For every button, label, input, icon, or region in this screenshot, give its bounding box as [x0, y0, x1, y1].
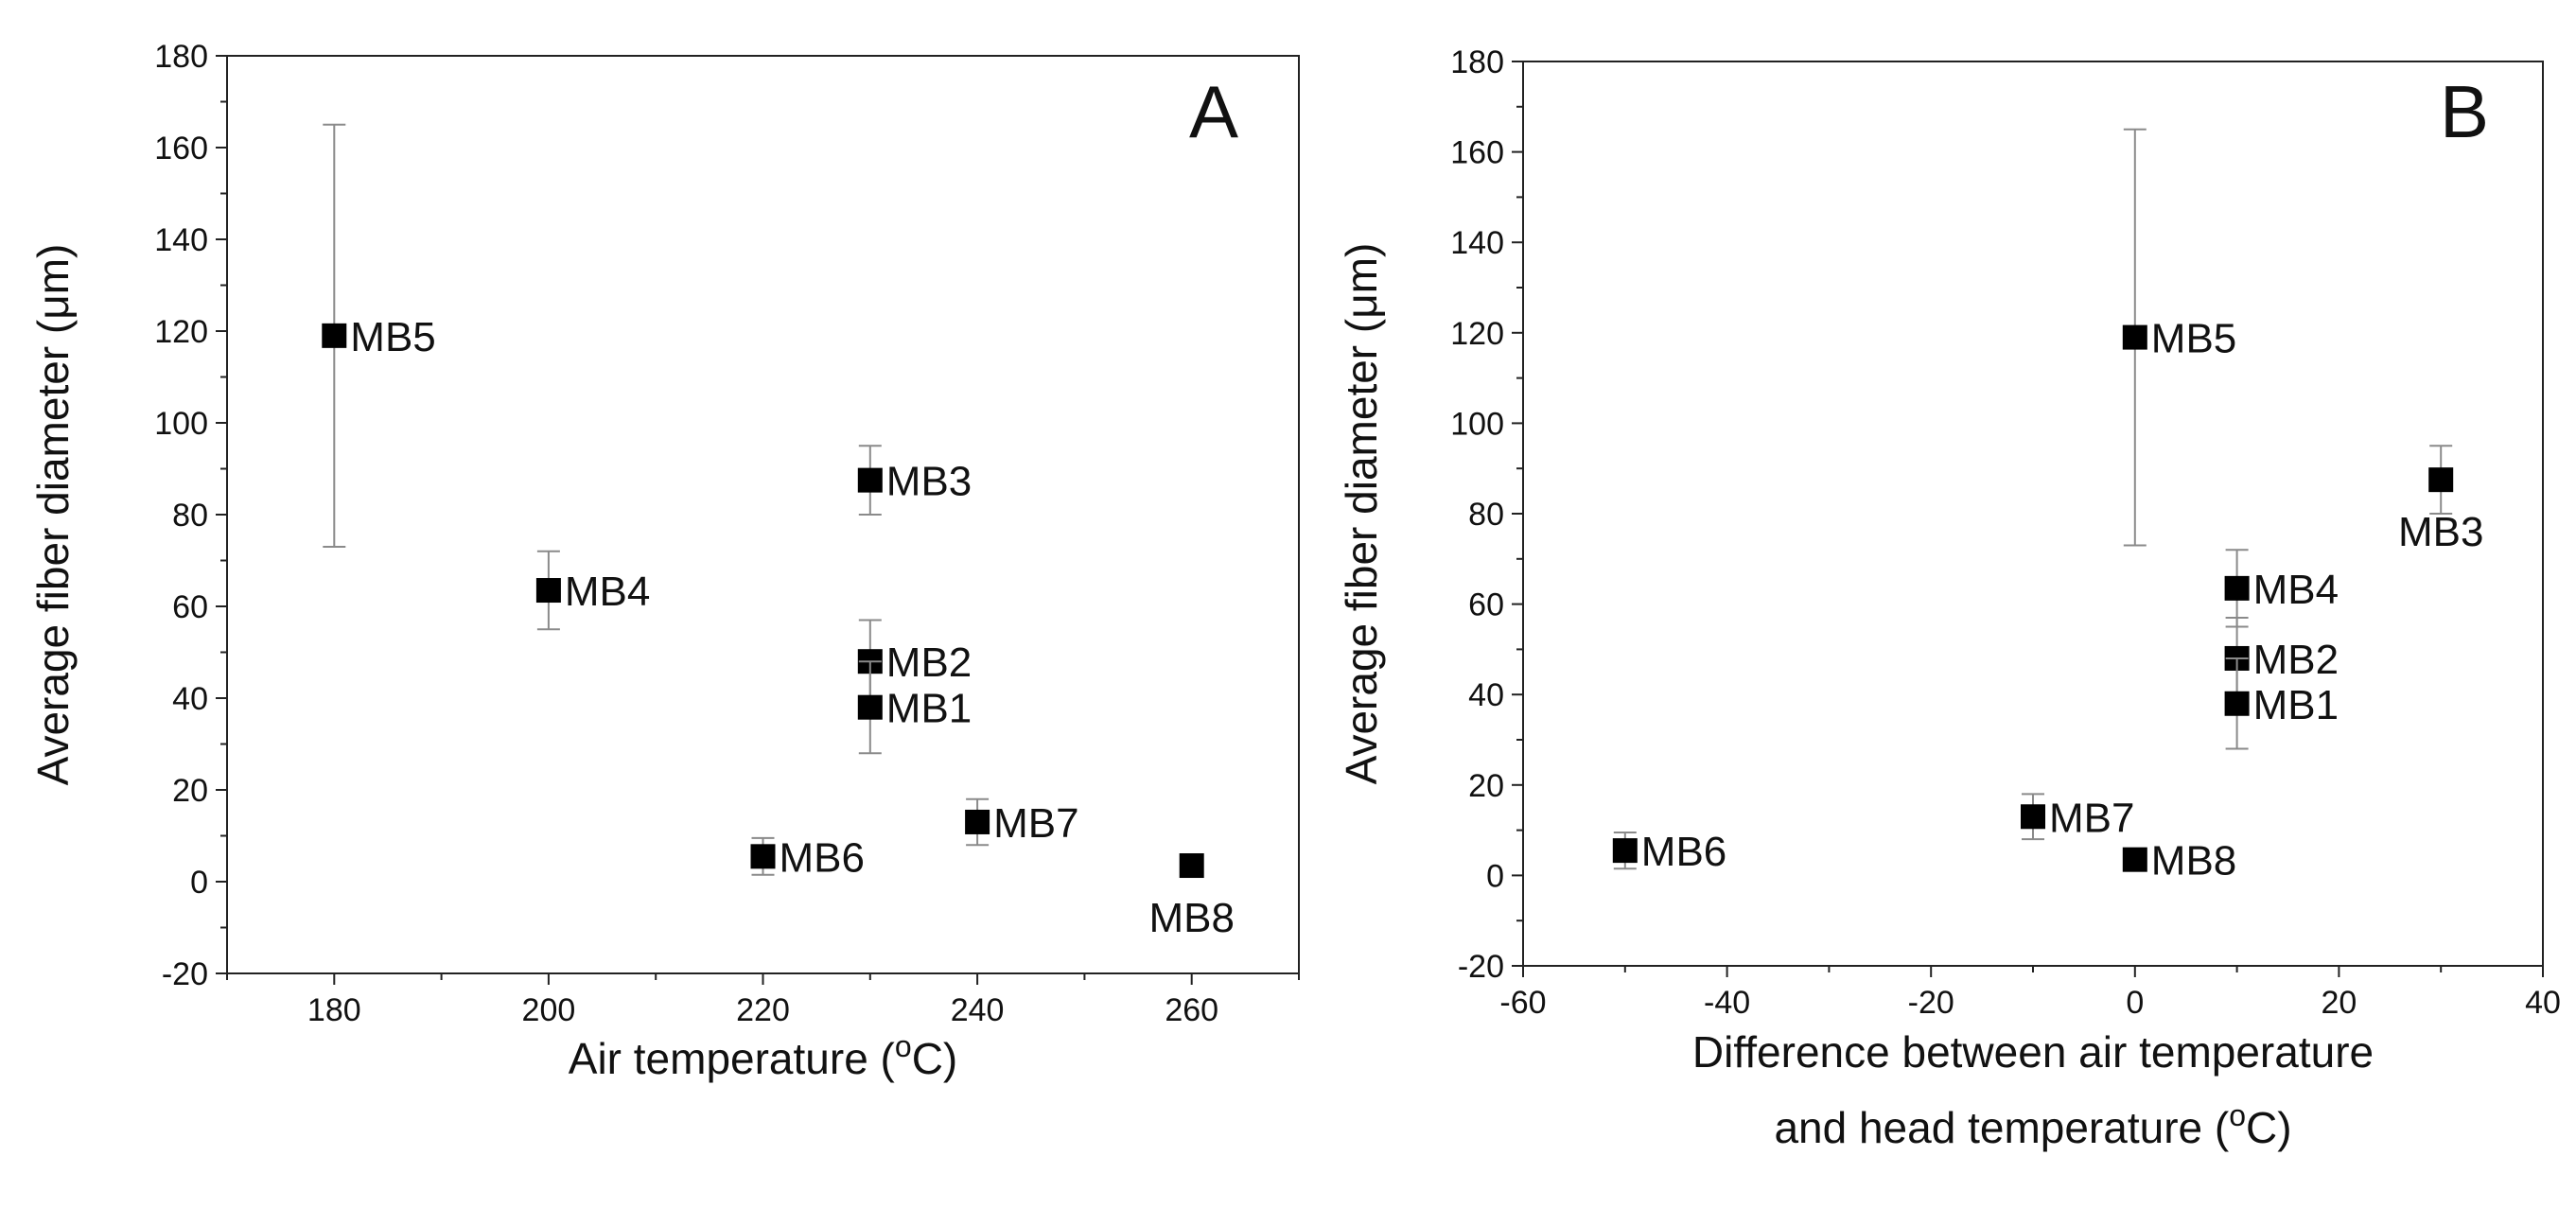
y-tick-label: 160 — [154, 131, 208, 166]
x-tick-label: 40 — [2525, 985, 2561, 1021]
point-label: MB8 — [2151, 838, 2236, 884]
point-marker — [2428, 467, 2454, 493]
y-tick-label: -20 — [1458, 949, 1504, 985]
y-tick-label: 60 — [172, 589, 208, 625]
y-tick-label: 180 — [1450, 44, 1504, 80]
point-marker — [2021, 804, 2045, 830]
x-axis-label-line1: Difference between air temperature — [1692, 1027, 2374, 1077]
x-axis-label-text: Air temperature ( — [569, 1034, 896, 1083]
data-point-mb6: MB6 — [1612, 829, 1726, 875]
data-point-mb3: MB3 — [2398, 445, 2483, 555]
data-point-mb1: MB1 — [2224, 657, 2339, 750]
y-tick-label: 20 — [172, 773, 208, 809]
point-marker — [2224, 575, 2250, 601]
data-point-mb4: MB4 — [535, 550, 650, 631]
y-tick-label: 120 — [1450, 316, 1504, 352]
x-tick-label: 260 — [1165, 992, 1218, 1028]
point-label: MB6 — [1641, 829, 1726, 875]
point-label: MB4 — [2253, 567, 2339, 613]
y-tick-label: 0 — [190, 865, 208, 901]
x-tick-label: -60 — [1499, 985, 1546, 1021]
data-point-mb7: MB7 — [2021, 793, 2134, 841]
point-label: MB2 — [2253, 637, 2339, 683]
point-label: MB1 — [886, 686, 972, 732]
y-tick-label: 100 — [1450, 406, 1504, 442]
x-axis-label-degree: o — [2229, 1098, 2246, 1132]
x-axis-label-unit: C) — [2246, 1103, 2292, 1152]
x-tick-label: 240 — [951, 992, 1005, 1028]
point-label: MB3 — [886, 459, 972, 505]
point-marker — [322, 323, 347, 348]
point-label: MB5 — [2151, 316, 2236, 362]
data-point-mb8: MB8 — [1148, 853, 1235, 941]
x-axis-label-unit: C) — [912, 1034, 958, 1083]
data-point-mb5: MB5 — [2122, 128, 2236, 547]
data-point-mb7: MB7 — [965, 797, 1079, 847]
y-tick-label: 40 — [1468, 677, 1504, 713]
data-point-mb6: MB6 — [750, 834, 865, 881]
panel-letter: A — [1189, 70, 1238, 153]
x-axis-label-degree: o — [895, 1029, 912, 1063]
x-tick-label: 180 — [307, 992, 361, 1028]
panel-b: -20 0 20 40 60 80 100 120 140 160 180 -60 -40 -20 0 20 4… — [1337, 44, 2561, 1152]
x-tick-label: 20 — [2321, 985, 2357, 1021]
point-label: MB4 — [565, 569, 650, 615]
x-axis-label-line2: and head temperature (oC) — [1774, 1098, 2291, 1152]
y-tick-label: 60 — [1468, 587, 1504, 623]
x-tick-label: 0 — [2126, 985, 2144, 1021]
point-label: MB8 — [1148, 895, 1234, 941]
y-tick-label: 80 — [1468, 497, 1504, 533]
point-marker — [2224, 691, 2250, 716]
point-label: MB6 — [780, 834, 865, 881]
point-marker — [535, 578, 561, 604]
y-tick-label: 140 — [1450, 225, 1504, 261]
point-marker — [857, 694, 883, 720]
data-point-mb5: MB5 — [322, 123, 436, 548]
y-tick-label: 180 — [154, 39, 208, 75]
y-tick-label: 80 — [172, 498, 208, 534]
point-label: MB3 — [2398, 509, 2483, 555]
y-tick-label: 100 — [154, 406, 208, 442]
y-axis-label: Average fiber diameter (μm) — [28, 244, 78, 786]
plot-frame — [226, 55, 1300, 974]
point-label: MB7 — [2049, 795, 2134, 841]
data-point-mb3: MB3 — [857, 445, 972, 516]
y-axis-label: Average fiber diameter (μm) — [1337, 243, 1386, 785]
y-tick-label: 0 — [1486, 858, 1504, 894]
x-tick-label: -20 — [1908, 985, 1954, 1021]
y-tick-label: 160 — [1450, 135, 1504, 171]
point-label: MB5 — [350, 314, 435, 360]
data-point-mb8: MB8 — [2122, 838, 2236, 884]
point-marker — [2122, 847, 2147, 872]
point-marker — [1179, 853, 1204, 879]
y-tick-label: 120 — [154, 314, 208, 350]
x-tick-label: 200 — [522, 992, 576, 1028]
point-marker — [965, 809, 990, 834]
x-axis-label: Air temperature (oC) — [569, 1029, 957, 1083]
point-label: MB2 — [886, 639, 972, 686]
point-marker — [1612, 838, 1638, 864]
data-point-mb1: MB1 — [857, 660, 972, 755]
point-marker — [857, 467, 883, 493]
panel-letter: B — [2440, 70, 2489, 153]
x-tick-label: -40 — [1704, 985, 1750, 1021]
point-marker — [2122, 324, 2147, 350]
point-label: MB1 — [2253, 682, 2339, 728]
y-tick-label: 20 — [1468, 768, 1504, 804]
point-marker — [750, 844, 776, 869]
y-tick-label: 140 — [154, 222, 208, 258]
y-tick-label: -20 — [162, 956, 208, 992]
x-tick-label: 220 — [736, 992, 790, 1028]
panel-a: -20 0 20 40 60 80 100 120 140 160 180 180 200 220 240 2… — [28, 39, 1300, 1083]
x-axis-label-text: and head temperature ( — [1774, 1103, 2229, 1152]
data-point-mb4: MB4 — [2224, 549, 2339, 628]
point-label: MB7 — [993, 800, 1078, 847]
y-tick-label: 40 — [172, 681, 208, 717]
